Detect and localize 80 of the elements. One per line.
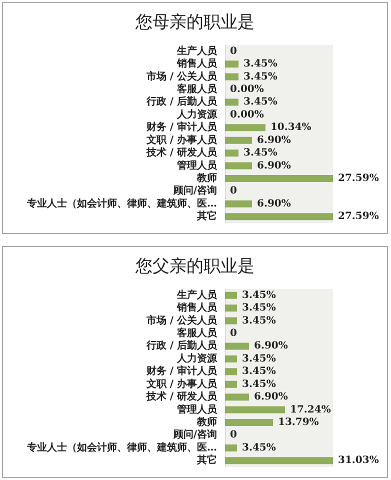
bar bbox=[225, 457, 333, 464]
y-tick-label: 教师 bbox=[196, 416, 217, 428]
bar bbox=[225, 162, 252, 170]
data-label: 0 bbox=[230, 46, 237, 57]
y-tick-label: 财务 / 审计人员 bbox=[145, 365, 218, 378]
data-label: 3.45% bbox=[242, 442, 276, 454]
bar bbox=[225, 368, 238, 376]
data-label: 17.24% bbox=[290, 404, 332, 416]
bar bbox=[225, 394, 250, 401]
data-label: 6.90% bbox=[254, 392, 288, 403]
bar bbox=[225, 124, 266, 132]
data-label: 6.90% bbox=[257, 134, 292, 146]
data-label: 3.45% bbox=[242, 353, 276, 364]
y-tick-label: 顾问/咨询 bbox=[172, 428, 217, 441]
y-tick-label: 技术 / 研发人员 bbox=[145, 146, 218, 159]
data-label: 31.03% bbox=[338, 455, 380, 466]
bar bbox=[225, 213, 333, 220]
bar bbox=[225, 444, 238, 452]
y-tick-label: 教师 bbox=[196, 172, 217, 184]
data-label: 0 bbox=[230, 186, 237, 197]
bar bbox=[225, 406, 286, 414]
y-tick-label: 文职 / 办事人员 bbox=[145, 378, 218, 390]
data-label: 3.45% bbox=[244, 71, 278, 82]
y-tick-label: 文职 / 办事人员 bbox=[145, 134, 218, 146]
bar bbox=[225, 175, 333, 182]
y-tick-label: 技术 / 研发人员 bbox=[145, 390, 218, 403]
y-tick-label: 其它 bbox=[196, 210, 217, 222]
y-tick-label: 管理人员 bbox=[176, 159, 218, 172]
data-label: 10.34% bbox=[270, 122, 312, 134]
data-label: 13.79% bbox=[278, 417, 320, 428]
data-label: 3.45% bbox=[242, 315, 276, 326]
data-label: 3.45% bbox=[242, 290, 276, 301]
y-tick-label: 客服人员 bbox=[176, 83, 218, 95]
y-tick-label: 专业人士（如会计师、律师、建筑师、医… bbox=[26, 197, 217, 210]
data-label: 3.45% bbox=[244, 58, 278, 70]
data-label: 3.45% bbox=[244, 96, 278, 108]
data-label: 0 bbox=[230, 430, 237, 441]
data-label: 0 bbox=[230, 328, 237, 339]
y-tick-label: 人力资源 bbox=[176, 352, 218, 364]
data-label: 3.45% bbox=[242, 302, 276, 314]
y-tick-label: 市场 / 公关人员 bbox=[145, 70, 218, 82]
y-tick-label: 销售人员 bbox=[176, 58, 218, 70]
data-label: 27.59% bbox=[338, 211, 380, 222]
y-tick-label: 人力资源 bbox=[176, 108, 218, 120]
bar bbox=[225, 419, 273, 426]
bar bbox=[225, 60, 239, 68]
data-label: 3.45% bbox=[244, 148, 278, 159]
y-tick-label: 顾问/咨询 bbox=[172, 184, 217, 197]
bar bbox=[225, 380, 238, 388]
y-tick-label: 客服人员 bbox=[176, 327, 218, 339]
data-label: 6.90% bbox=[257, 198, 292, 210]
data-label: 6.90% bbox=[254, 340, 288, 352]
y-tick-label: 专业人士（如会计师、律师、建筑师、医… bbox=[26, 441, 217, 454]
data-label: 0.00% bbox=[230, 109, 264, 120]
bar bbox=[225, 150, 239, 157]
chart-title: 您母亲的职业是 bbox=[134, 12, 254, 32]
data-label: 3.45% bbox=[242, 378, 276, 390]
bar bbox=[225, 200, 252, 208]
data-label: 27.59% bbox=[338, 173, 380, 184]
bar bbox=[225, 98, 239, 106]
y-tick-label: 销售人员 bbox=[176, 302, 218, 314]
bar bbox=[225, 355, 238, 362]
y-tick-label: 其它 bbox=[196, 454, 217, 466]
y-tick-label: 行政 / 后勤人员 bbox=[145, 340, 218, 352]
data-label: 3.45% bbox=[242, 366, 276, 378]
bar bbox=[225, 136, 252, 144]
chart-title: 您父亲的职业是 bbox=[134, 256, 254, 276]
bar bbox=[225, 342, 250, 350]
y-tick-label: 市场 / 公关人员 bbox=[145, 314, 218, 326]
y-tick-label: 行政 / 后勤人员 bbox=[145, 96, 218, 108]
bar bbox=[225, 304, 238, 312]
y-tick-label: 财务 / 审计人员 bbox=[145, 121, 218, 134]
y-tick-label: 生产人员 bbox=[176, 288, 218, 301]
bar bbox=[225, 292, 238, 299]
bar bbox=[225, 317, 238, 324]
data-label: 6.90% bbox=[257, 160, 292, 172]
data-label: 0.00% bbox=[230, 84, 264, 95]
bar bbox=[225, 73, 239, 80]
y-tick-label: 生产人员 bbox=[176, 44, 218, 57]
y-tick-label: 管理人员 bbox=[176, 403, 218, 416]
